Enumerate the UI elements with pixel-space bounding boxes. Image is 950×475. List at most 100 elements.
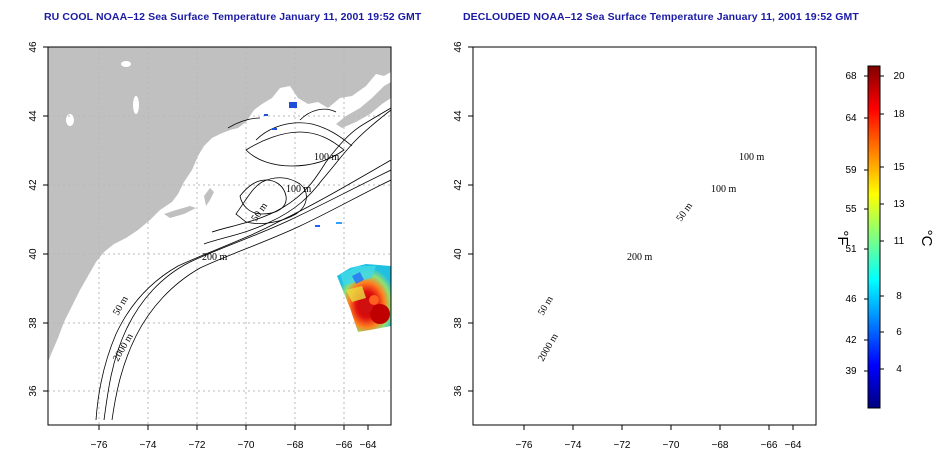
contour-label: 200 m [202,252,228,263]
lon-axis: −76 −74 −72 −70 −68 −66 −64 [91,425,377,451]
fahrenheit-tick: 46 [845,294,868,305]
lat-tick: 36 [453,385,473,397]
lon-tick: −64 [785,425,802,451]
fahrenheit-tick: 42 [845,335,868,346]
celsius-tick: 13 [880,199,905,210]
celsius-ticks: 20 18 15 13 11 8 6 4 [880,71,905,375]
celsius-tick: 4 [880,364,902,375]
lat-tick-label: 38 [28,317,39,329]
lon-tick-label: −66 [761,440,778,451]
lon-tick-label: −76 [516,440,533,451]
lon-tick-label: −70 [238,440,255,451]
lon-tick: −64 [360,425,377,451]
fahrenheit-tick: 64 [845,113,868,124]
lon-tick-label: −72 [614,440,631,451]
lat-tick-label: 42 [453,179,464,191]
lat-tick: 44 [453,110,473,122]
lat-tick-label: 40 [453,248,464,260]
lon-tick: −68 [287,425,304,451]
lat-tick-label: 36 [28,385,39,397]
sst-declouded-pixels [761,274,809,317]
contour-label: 100 m [711,184,737,195]
fahrenheit-tick-label: 68 [845,71,857,82]
fahrenheit-tick-label: 64 [845,113,857,124]
celsius-tick: 18 [880,109,905,120]
contour-label: 200 m [627,252,653,263]
celsius-tick-label: 20 [893,71,905,82]
celsius-tick-label: 8 [896,291,902,302]
lat-tick-label: 42 [28,179,39,191]
lon-tick: −76 [91,425,108,451]
fahrenheit-tick: 55 [845,204,868,215]
lat-tick: 44 [28,110,48,122]
lat-tick: 40 [453,248,473,260]
fahrenheit-tick: 39 [845,366,868,377]
lat-tick: 38 [453,317,473,329]
fahrenheit-tick: 51 [845,244,868,255]
lon-tick: −66 [761,425,778,451]
land-cape-cod [204,188,214,206]
bathymetry-contours [95,107,391,421]
contour-label: 100 m [286,184,312,195]
contour-label: 50 m [536,294,556,317]
land-mass [48,47,391,362]
lat-tick: 40 [28,248,48,260]
lon-tick-label: −64 [785,440,802,451]
lon-tick: −66 [336,425,353,451]
celsius-tick-label: 4 [896,364,902,375]
lon-tick-label: −64 [360,440,377,451]
lat-tick-label: 44 [453,110,464,122]
celsius-tick: 8 [880,291,902,302]
lon-tick-label: −70 [663,440,680,451]
lat-axis: 36 38 40 42 44 46 [453,41,473,397]
fahrenheit-ticks: 68 64 59 55 51 46 42 39 [845,71,868,377]
fahrenheit-unit-label: °F [834,230,851,245]
fahrenheit-tick-label: 59 [845,165,857,176]
celsius-tick: 20 [880,71,905,82]
lon-tick: −76 [516,425,533,451]
lat-tick: 42 [453,179,473,191]
celsius-tick-label: 15 [893,162,905,173]
lat-tick: 46 [453,41,473,53]
lon-tick-label: −74 [565,440,582,451]
fahrenheit-tick-label: 42 [845,335,857,346]
contour-label: 2000 m [536,332,561,364]
lon-tick: −68 [712,425,729,451]
fahrenheit-tick: 68 [845,71,868,82]
lat-axis: 36 38 40 42 44 46 [28,41,48,397]
left-map-title: RU COOL NOAA–12 Sea Surface Temperature … [44,11,422,23]
celsius-unit-label: °C [918,230,935,247]
lat-tick-label: 44 [28,110,39,122]
celsius-tick-label: 11 [894,236,905,247]
lat-tick-label: 36 [453,385,464,397]
celsius-tick-label: 13 [893,199,905,210]
lon-tick: −70 [663,425,680,451]
celsius-tick-label: 6 [896,327,902,338]
fahrenheit-tick: 59 [845,165,868,176]
lat-tick-label: 46 [28,41,39,53]
celsius-tick: 6 [880,327,902,338]
lon-tick: −74 [140,425,157,451]
lon-tick-label: −66 [336,440,353,451]
lat-tick-label: 40 [28,248,39,260]
celsius-tick-label: 18 [893,109,905,120]
colorbar-scale [867,65,881,409]
lon-tick: −72 [614,425,631,451]
contour-label: 100 m [314,152,340,163]
left-map-panel: 100 m 100 m 50 m 200 m 50 m 2000 m −76 −… [28,41,392,451]
lat-tick-label: 46 [453,41,464,53]
right-map-panel: 100 m 100 m 50 m 200 m 50 m 2000 m −76 −… [453,41,817,451]
lon-tick-label: −74 [140,440,157,451]
sst-satellite-patch [337,264,391,332]
temperature-colorbar: 68 64 59 55 51 46 42 39 20 18 15 13 11 8… [834,65,935,409]
lat-tick: 38 [28,317,48,329]
lon-tick-label: −72 [189,440,206,451]
lon-tick: −70 [238,425,255,451]
lat-tick: 46 [28,41,48,53]
lon-tick-label: −68 [287,440,304,451]
lat-tick-label: 38 [453,317,464,329]
celsius-tick: 11 [880,236,905,247]
lon-tick-label: −76 [91,440,108,451]
lon-tick: −74 [565,425,582,451]
